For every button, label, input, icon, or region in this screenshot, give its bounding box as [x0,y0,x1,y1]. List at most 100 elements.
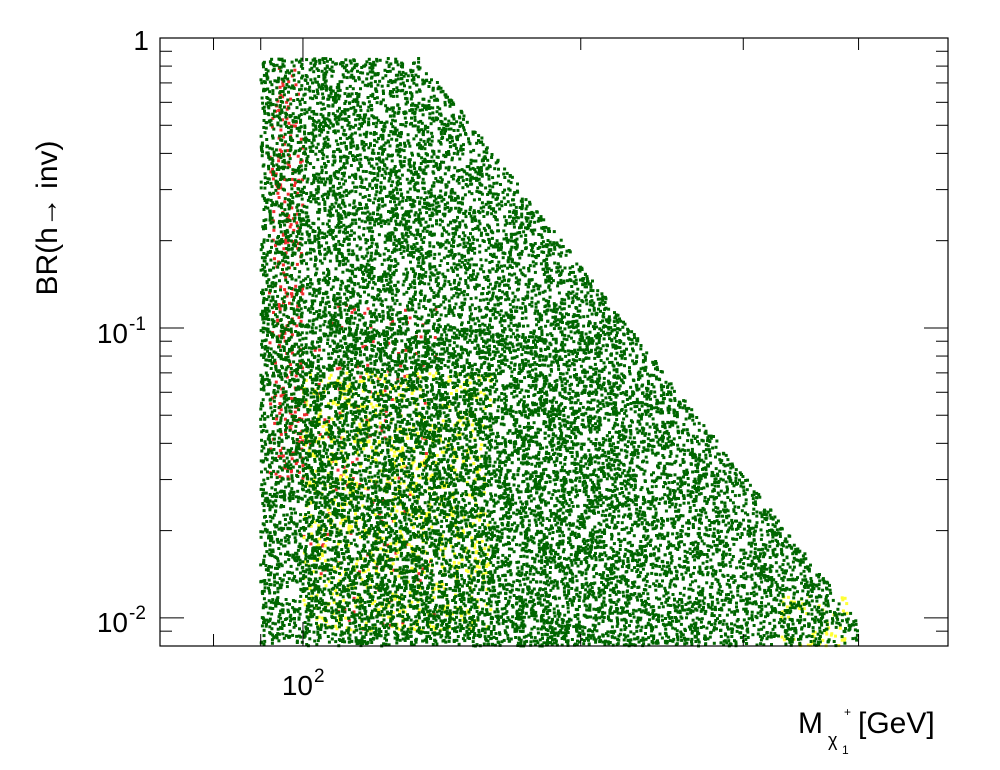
scatter-point [287,244,291,248]
scatter-point [559,254,563,258]
scatter-point [570,587,574,590]
scatter-point [266,198,270,202]
scatter-point [435,222,438,226]
scatter-point [431,473,435,477]
scatter-point [287,80,291,84]
scatter-point [337,579,341,583]
scatter-point [378,461,382,465]
scatter-point [448,399,452,403]
scatter-point [354,92,358,95]
scatter-point [556,281,560,285]
scatter-point [279,562,283,566]
scatter-point [435,552,439,556]
scatter-point [338,296,342,300]
scatter-point [356,501,360,505]
scatter-point [384,559,388,563]
scatter-point [287,558,291,562]
scatter-point [361,389,365,393]
scatter-point [350,310,354,314]
scatter-point [323,623,327,627]
scatter-point [600,393,604,397]
scatter-point [491,563,495,567]
scatter-point [296,304,300,308]
scatter-point [474,584,478,588]
scatter-point [269,402,273,406]
scatter-point [373,599,377,603]
scatter-point [303,400,307,404]
scatter-point [346,547,350,551]
scatter-point [479,166,483,169]
scatter-point [436,276,440,280]
scatter-point [313,230,317,233]
scatter-point [349,295,353,299]
scatter-point [575,476,578,480]
scatter-point [359,464,363,468]
scatter-point [461,231,465,235]
scatter-point [443,122,447,126]
scatter-point [432,625,435,629]
scatter-point [329,461,333,465]
scatter-point [367,293,371,297]
scatter-point [270,185,274,189]
scatter-point [290,405,294,409]
scatter-point [632,608,636,612]
scatter-point [297,226,301,230]
scatter-point [421,363,425,367]
scatter-point [281,84,285,88]
scatter-point [293,68,297,72]
scatter-point [456,287,459,291]
scatter-point [421,567,425,571]
scatter-point [277,565,281,569]
scatter-point [359,473,363,477]
scatter-point [311,454,315,458]
scatter-point [500,392,504,395]
scatter-point [754,542,757,546]
scatter-point [297,275,301,279]
scatter-point [410,550,414,554]
scatter-point [290,292,294,296]
scatter-point [284,430,287,434]
scatter-point [338,411,342,415]
scatter-point [601,501,605,505]
scatter-point [354,109,358,113]
scatter-point [284,238,288,242]
scatter-point [369,402,373,406]
scatter-point [731,555,735,558]
scatter-point [271,167,274,171]
scatter-point [812,635,816,639]
scatter-point [391,502,395,506]
scatter-point [299,436,302,439]
scatter-point [468,456,472,460]
scatter-point [785,605,789,609]
scatter-point [285,100,289,104]
scatter-point [268,433,272,437]
scatter-point [330,440,334,444]
scatter-point [556,452,560,456]
scatter-point [460,558,464,562]
scatter-point [298,519,302,523]
scatter-point [314,604,318,607]
scatter-point [631,349,635,353]
scatter-point [405,542,409,546]
scatter-point [342,128,346,132]
scatter-point [475,540,479,544]
scatter-point [294,511,297,515]
scatter-point [337,542,340,546]
scatter-point [286,477,290,481]
scatter-point [283,417,287,421]
scatter-point [489,608,493,612]
scatter-point [320,562,324,566]
scatter-point [491,287,495,291]
scatter-point [406,437,410,440]
scatter-point [303,443,307,447]
scatter-point [565,338,569,342]
scatter-point [404,219,408,223]
scatter-point [451,495,455,499]
scatter-point [275,98,279,102]
scatter-point [660,601,664,605]
scatter-point [426,477,430,481]
scatter-point [404,308,407,312]
scatter-point [705,581,709,585]
scatter-point [775,588,779,592]
scatter-point [339,475,342,479]
